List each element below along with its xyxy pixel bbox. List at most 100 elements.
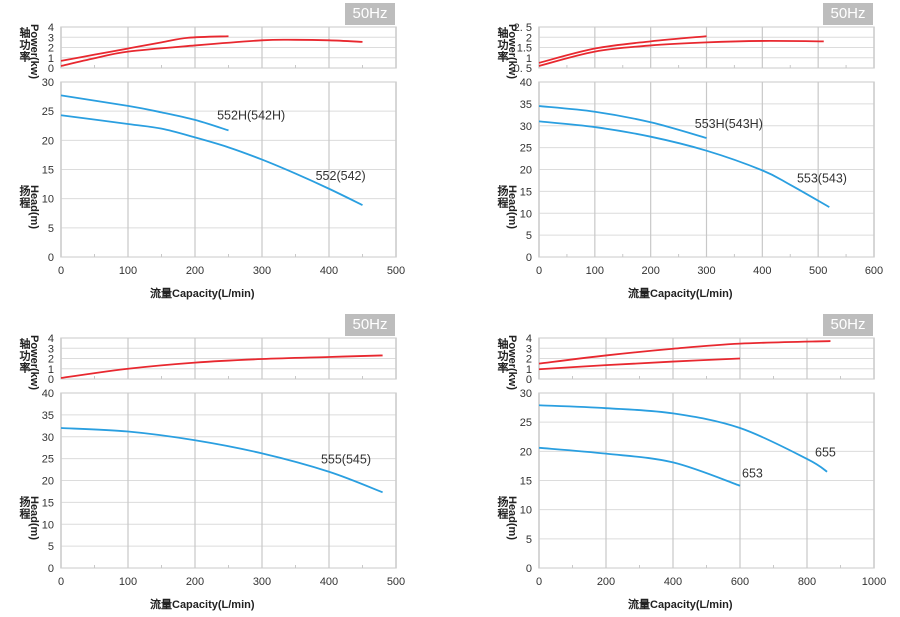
head-curve-655 xyxy=(538,404,828,473)
head-y-tick-label: 10 xyxy=(42,519,54,531)
power-curve-555(545) xyxy=(60,354,383,379)
head-y-tick-label: 25 xyxy=(42,454,54,466)
x-tick-label: 300 xyxy=(253,265,271,277)
head-y-tick-label: 40 xyxy=(520,77,532,89)
x-tick-label: 300 xyxy=(253,576,271,588)
power-curve-655 xyxy=(538,340,831,365)
series-label: 552H(542H) xyxy=(217,108,285,122)
head-y-tick-label: 40 xyxy=(42,388,54,400)
power-y-tick-label: 0. 5 xyxy=(514,63,532,75)
series-label: 553H(543H) xyxy=(695,117,763,131)
chart-panel-1: 50Hz 0 1 2 3 4 0 5 10 15 20 25 30 552H(542H) 552(542) 0… xyxy=(0,0,450,306)
frequency-badge: 50Hz xyxy=(345,3,395,25)
x-tick-label: 500 xyxy=(387,576,405,588)
x-tick-label: 200 xyxy=(641,265,659,277)
power-y-tick-label: 2. 5 xyxy=(514,22,532,34)
head-y-tick-label: 0 xyxy=(48,563,54,575)
series-label: 555(545) xyxy=(321,453,371,467)
y-axis-label-head-en: Head(m) xyxy=(506,185,518,230)
head-y-tick-label: 0 xyxy=(526,252,532,264)
power-y-tick-label: 4 xyxy=(526,333,532,345)
head-curve-552(542) xyxy=(60,114,363,206)
x-axis-label: 流量Capacity(L/min) xyxy=(150,599,255,611)
head-y-tick-label: 30 xyxy=(42,77,54,89)
head-y-tick-label: 15 xyxy=(520,476,532,488)
y-axis-label-head-en: Head(m) xyxy=(506,496,518,541)
x-tick-label: 0 xyxy=(58,265,64,277)
x-tick-label: 100 xyxy=(119,576,137,588)
y-axis-label-power-en: Power(kw) xyxy=(506,24,518,80)
power-y-tick-label: 1 xyxy=(526,364,532,376)
frequency-badge: 50Hz xyxy=(823,3,873,25)
y-axis-label-power-cn: 轴功率 xyxy=(496,27,508,63)
x-axis-label: 流量Capacity(L/min) xyxy=(628,288,733,300)
head-y-tick-label: 0 xyxy=(48,252,54,264)
power-y-tick-label: 0 xyxy=(48,374,54,386)
head-plot: 0 5 10 15 20 25 30 655 653 xyxy=(520,388,875,575)
head-y-tick-label: 25 xyxy=(520,143,532,155)
chart-panel-2: 50Hz 0. 5 1 1.5 2 2. 5 0 5 10 15 20 25 30 35 40 553H(54… xyxy=(478,0,900,306)
power-curve-553(543) xyxy=(538,40,824,67)
frequency-badge: 50Hz xyxy=(823,314,873,336)
y-axis-label-power-cn: 轴功率 xyxy=(18,27,30,63)
x-tick-label: 100 xyxy=(586,265,604,277)
power-y-tick-label: 1 xyxy=(526,53,532,65)
y-axis-label-power-en: Power(kw) xyxy=(506,335,518,391)
head-y-tick-label: 30 xyxy=(520,121,532,133)
chart-svg: 0. 511.522. 50510152025303540553H(543H)5… xyxy=(514,22,884,277)
head-y-tick-label: 5 xyxy=(526,534,532,546)
head-y-tick-label: 20 xyxy=(42,476,54,488)
y-axis-label-head-cn: 扬程 xyxy=(18,185,30,209)
x-tick-label: 400 xyxy=(753,265,771,277)
chart-panel-4: 50Hz 0 1 2 3 4 0 5 10 15 20 25 30 655 653 0 200 400 600 800… xyxy=(478,311,900,617)
power-y-tick-label: 1 xyxy=(48,53,54,65)
power-y-tick-label: 2 xyxy=(48,354,54,366)
x-axis-label: 流量Capacity(L/min) xyxy=(150,288,255,300)
head-plot: 0 5 10 15 20 25 30 552H(542H) 552(542) xyxy=(42,77,397,264)
x-tick-label: 200 xyxy=(597,576,615,588)
x-tick-label: 100 xyxy=(119,265,137,277)
head-y-tick-label: 20 xyxy=(520,446,532,458)
head-y-tick-label: 25 xyxy=(42,106,54,118)
head-y-tick-label: 15 xyxy=(42,165,54,177)
y-axis-label-head-en: Head(m) xyxy=(28,496,40,541)
y-axis-label-power-cn: 轴功率 xyxy=(496,338,508,374)
y-axis-label-head-cn: 扬程 xyxy=(18,496,30,520)
x-tick-label: 0 xyxy=(536,265,542,277)
head-curve-552H(542H) xyxy=(60,94,229,132)
head-y-tick-label: 10 xyxy=(520,208,532,220)
series-label: 655 xyxy=(815,446,836,460)
power-curve-653 xyxy=(538,357,741,371)
head-y-tick-label: 5 xyxy=(48,541,54,553)
y-axis-label-head-cn: 扬程 xyxy=(496,185,508,209)
head-y-tick-label: 20 xyxy=(520,165,532,177)
series-label: 553(543) xyxy=(797,172,847,186)
y-axis-label-power-cn: 轴功率 xyxy=(18,338,30,374)
x-tick-label: 800 xyxy=(798,576,816,588)
head-y-tick-label: 30 xyxy=(520,388,532,400)
head-y-tick-label: 15 xyxy=(520,186,532,198)
x-tick-label: 600 xyxy=(865,265,883,277)
x-tick-label: 500 xyxy=(387,265,405,277)
x-tick-label: 300 xyxy=(697,265,715,277)
head-y-tick-label: 5 xyxy=(48,223,54,235)
power-y-tick-label: 3 xyxy=(48,32,54,44)
power-curve-552H(542H) xyxy=(60,35,229,62)
y-axis-label-head-cn: 扬程 xyxy=(496,496,508,520)
head-y-tick-label: 10 xyxy=(520,505,532,517)
x-tick-label: 500 xyxy=(809,265,827,277)
head-curve-555(545) xyxy=(60,427,383,494)
head-y-tick-label: 15 xyxy=(42,497,54,509)
x-tick-label: 1000 xyxy=(862,576,886,588)
x-tick-label: 400 xyxy=(320,576,338,588)
series-label: 653 xyxy=(742,467,763,481)
x-tick-label: 600 xyxy=(731,576,749,588)
y-axis-label-power-en: Power(kw) xyxy=(28,24,40,80)
x-tick-label: 400 xyxy=(320,265,338,277)
head-y-tick-label: 10 xyxy=(42,194,54,206)
